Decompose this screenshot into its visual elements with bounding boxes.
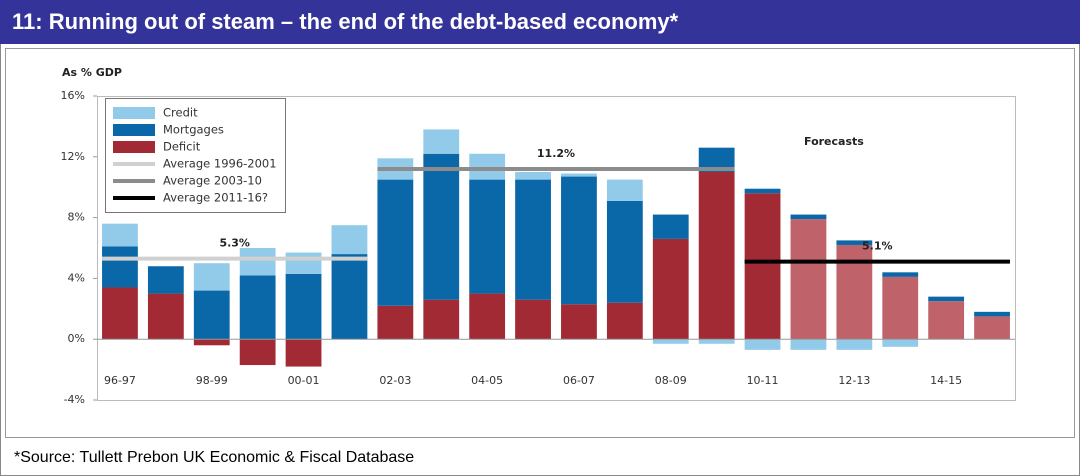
x-tick-label: 06-07: [563, 374, 595, 387]
bar-segment: [147, 266, 184, 294]
bar-segment: [790, 219, 827, 340]
bar-segment: [974, 311, 1010, 317]
bar-segment: [561, 304, 597, 340]
bar-segment: [698, 172, 735, 340]
bar-segment: [285, 339, 322, 367]
bar-segment: [882, 272, 919, 277]
annotation: Forecasts: [804, 135, 864, 148]
x-tick-label: 96-97: [104, 374, 136, 387]
y-axis-title: As % GDP: [62, 66, 122, 79]
bar-segment: [974, 316, 1010, 340]
x-tick-label: 12-13: [838, 374, 870, 387]
bar-segment: [285, 273, 322, 340]
bar-segment: [377, 305, 414, 340]
bar-segment: [698, 339, 735, 344]
bar-segment: [331, 254, 368, 340]
bar-segment: [744, 188, 781, 194]
legend-swatch: [113, 124, 155, 136]
x-tick-label: 02-03: [379, 374, 411, 387]
bar-segment: [423, 153, 460, 300]
bar-segment: [239, 248, 276, 276]
bar-segment: [606, 302, 643, 340]
bar-segment: [377, 179, 414, 306]
bar-segment: [102, 223, 138, 247]
legend-label: Average 2011-16?: [163, 191, 268, 205]
legend-label: Deficit: [163, 140, 201, 154]
bar-segment: [744, 339, 781, 350]
bar-segment: [652, 339, 689, 344]
chart-title: 11: Running out of steam – the end of th…: [12, 9, 679, 34]
bar-segment: [423, 299, 460, 340]
bar-segment: [331, 225, 368, 255]
bar-segment: [928, 301, 965, 340]
bar-segment: [606, 200, 643, 303]
legend-label: Average 2003-10: [163, 174, 262, 188]
y-tick-label: 8%: [68, 211, 85, 224]
legend-label: Mortgages: [163, 123, 224, 137]
x-tick-label: 00-01: [288, 374, 320, 387]
bar-segment: [836, 244, 873, 340]
bar-segment: [239, 275, 276, 340]
bar-segment: [515, 172, 551, 180]
bar-segment: [515, 299, 551, 340]
header-bar: [0, 0, 1080, 44]
legend-label: Average 1996-2001: [163, 157, 277, 171]
bar-segment: [606, 179, 643, 201]
bar-segment: [239, 339, 276, 366]
bar-segment: [285, 252, 322, 274]
y-tick-label: -4%: [64, 393, 85, 406]
x-tick-label: 98-99: [196, 374, 228, 387]
legend-swatch: [113, 107, 155, 119]
bar-segment: [928, 296, 965, 302]
bar-segment: [147, 293, 184, 340]
bar-segment: [102, 246, 138, 288]
x-tick-label: 10-11: [747, 374, 779, 387]
bar-segment: [561, 173, 597, 177]
average-label: 5.1%: [862, 240, 893, 253]
y-tick-label: 0%: [68, 332, 85, 345]
y-tick-label: 4%: [68, 271, 85, 284]
average-label: 11.2%: [537, 147, 575, 160]
x-tick-label: 14-15: [930, 374, 962, 387]
bar-segment: [882, 339, 919, 347]
bar-segment: [193, 263, 230, 291]
y-tick-label: 16%: [61, 89, 85, 102]
bar-segment: [652, 238, 689, 340]
bar-segment: [744, 193, 781, 340]
bar-segment: [469, 179, 506, 294]
bar-segment: [423, 129, 460, 154]
bar-segment: [515, 179, 551, 300]
bar-segment: [561, 176, 597, 305]
y-tick-label: 12%: [61, 150, 85, 163]
legend-swatch: [113, 141, 155, 153]
bar-segment: [882, 276, 919, 340]
bar-segment: [193, 339, 230, 346]
bar-segment: [790, 339, 827, 350]
average-label: 5.3%: [219, 237, 250, 250]
bar-segment: [469, 153, 506, 180]
bar-segment: [469, 293, 506, 340]
x-tick-label: 08-09: [655, 374, 687, 387]
bar-segment: [102, 287, 138, 340]
bar-segment: [652, 214, 689, 239]
footnote: *Source: Tullett Prebon UK Economic & Fi…: [14, 449, 414, 466]
bar-segment: [193, 290, 230, 340]
legend-label: Credit: [163, 106, 198, 120]
bar-segment: [836, 240, 873, 245]
bar-segment: [836, 339, 873, 350]
bar-segment: [790, 214, 827, 220]
plot-frame: [97, 96, 1016, 401]
chart-frame: [5, 48, 1075, 438]
x-tick-label: 04-05: [471, 374, 503, 387]
